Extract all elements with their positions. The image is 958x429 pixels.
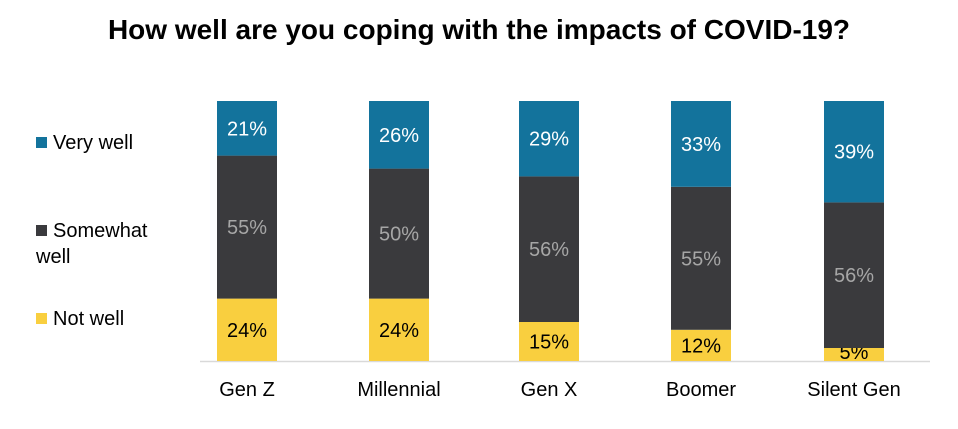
legend-swatch	[36, 137, 47, 148]
bar-segment	[671, 101, 731, 187]
bar-segment	[217, 101, 277, 156]
data-label: 26%	[379, 125, 419, 147]
data-label: 56%	[834, 265, 874, 287]
bar-segment	[671, 186, 731, 330]
chart-title: How well are you coping with the impacts…	[107, 14, 851, 45]
legend-item-somewhat-well: Somewhat well	[36, 218, 176, 270]
legend-item-very-well: Very well	[36, 130, 133, 156]
bar-segment	[369, 298, 429, 361]
data-label: 12%	[681, 335, 721, 357]
bar-segment	[369, 101, 429, 169]
legend-label: Very well	[53, 132, 134, 154]
data-label: 24%	[227, 320, 267, 342]
bar-segment	[217, 155, 277, 299]
legend-label: Not well	[53, 308, 125, 330]
bar-segment	[824, 101, 884, 203]
bar-segment	[519, 322, 579, 361]
data-label: 15%	[529, 332, 569, 354]
bar-segment	[519, 176, 579, 322]
data-label: 50%	[379, 224, 419, 246]
data-label: 24%	[379, 320, 419, 342]
data-label: 55%	[681, 248, 721, 270]
x-tick-label: Boomer	[666, 379, 736, 401]
bar-segment	[824, 348, 884, 361]
bar-segment	[519, 101, 579, 177]
x-tick-label: Gen X	[521, 379, 578, 401]
data-label: 33%	[681, 134, 721, 156]
data-label: 21%	[227, 118, 267, 140]
data-label: 55%	[227, 217, 267, 239]
bar-segment	[671, 329, 731, 361]
x-tick-label: Millennial	[357, 379, 440, 401]
data-label: 39%	[834, 142, 874, 164]
bar-segment	[369, 168, 429, 299]
x-tick-label: Gen Z	[219, 379, 275, 401]
legend-swatch	[36, 313, 47, 324]
bar-segment	[217, 298, 277, 361]
bar-segment	[824, 202, 884, 348]
legend-swatch	[36, 225, 47, 236]
x-tick-label: Silent Gen	[807, 379, 900, 401]
data-label: 56%	[529, 239, 569, 261]
data-label: 29%	[529, 129, 569, 151]
legend-label: Somewhat well	[36, 220, 148, 268]
legend-item-not-well: Not well	[36, 306, 124, 332]
